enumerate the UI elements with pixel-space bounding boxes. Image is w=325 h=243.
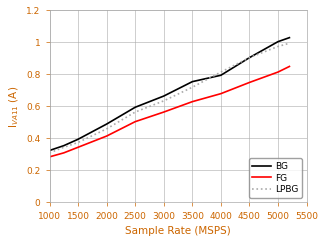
LPBG: [190, 86, 194, 89]
BG: [190, 80, 194, 83]
LPBG: [247, 56, 251, 59]
FG: [162, 111, 166, 113]
LPBG: [162, 99, 166, 102]
FG: [288, 65, 292, 68]
LPBG: [133, 111, 137, 113]
FG: [190, 100, 194, 103]
BG: [247, 56, 251, 59]
BG: [133, 106, 137, 109]
FG: [76, 146, 80, 149]
FG: [247, 81, 251, 84]
BG: [76, 138, 80, 141]
BG: [105, 123, 109, 126]
FG: [276, 71, 280, 74]
FG: [62, 151, 66, 154]
BG: [288, 36, 292, 39]
BG: [276, 40, 280, 43]
BG: [219, 74, 223, 77]
BG: [47, 149, 51, 152]
Y-axis label: I$_{VA11}$ (A): I$_{VA11}$ (A): [7, 85, 20, 128]
BG: [162, 95, 166, 97]
X-axis label: Sample Rate (MSPS): Sample Rate (MSPS): [125, 226, 231, 236]
LPBG: [62, 146, 66, 149]
LPBG: [105, 127, 109, 130]
BG: [62, 144, 66, 147]
FG: [47, 156, 51, 158]
LPBG: [47, 151, 51, 154]
FG: [105, 135, 109, 138]
LPBG: [76, 141, 80, 144]
Line: FG: FG: [49, 66, 290, 157]
Line: BG: BG: [49, 38, 290, 150]
LPBG: [288, 42, 292, 45]
LPBG: [276, 45, 280, 48]
Legend: BG, FG, LPBG: BG, FG, LPBG: [249, 158, 302, 198]
Line: LPBG: LPBG: [49, 43, 290, 153]
FG: [219, 92, 223, 95]
LPBG: [219, 71, 223, 74]
FG: [133, 120, 137, 123]
